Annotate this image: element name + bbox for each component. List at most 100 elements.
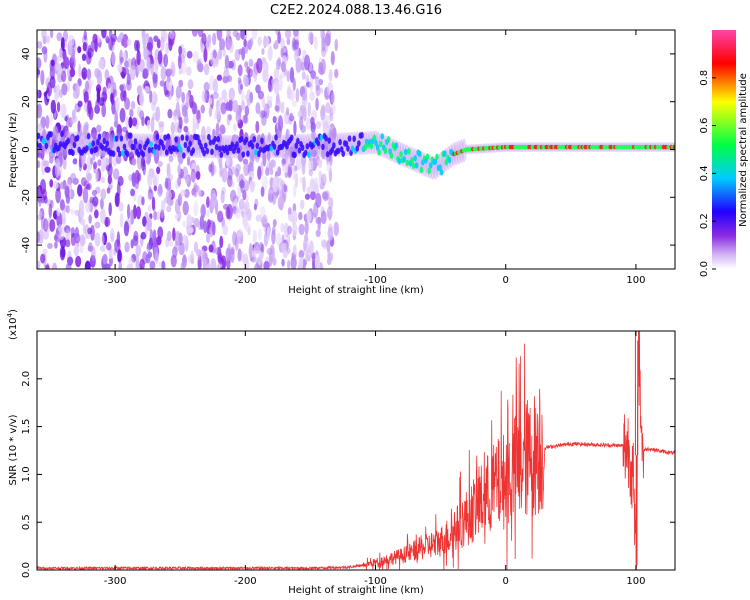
heatmap-noise-cell [153, 210, 157, 221]
heatmap-noise-cell [74, 226, 79, 239]
heatmap-noise-cell [117, 63, 123, 73]
heatmap-noise-cell [270, 167, 274, 176]
heatmap-noise-cell [87, 47, 94, 58]
heatmap-noise-cell [193, 200, 199, 217]
heatmap-noise-cell [287, 163, 293, 177]
heatmap-band-cell [132, 143, 136, 151]
heatmap-noise-cell [249, 151, 255, 168]
heatmap-band-cell [252, 136, 256, 143]
heatmap-noise-cell [130, 188, 135, 197]
heatmap-band-cell [182, 152, 186, 159]
heatmap-noise-cell [300, 61, 305, 71]
heatmap-noise-cell [166, 74, 171, 83]
heatmap-noise-cell [287, 225, 292, 235]
heatmap-noise-cell [277, 31, 281, 44]
heatmap-noise-cell [241, 99, 246, 111]
heatmap-noise-cell [44, 166, 51, 173]
heatmap-noise-cell [260, 186, 265, 197]
heatmap-band-cell [161, 144, 166, 151]
heatmap-band-cell [136, 151, 141, 158]
heatmap-noise-cell [314, 254, 321, 269]
heatmap-noise-cell [101, 149, 106, 157]
heatmap-band-cell [71, 149, 75, 157]
heatmap-noise-cell [37, 260, 41, 269]
colorbar-tick-label: 0.6 [699, 118, 710, 134]
heatmap-band-cell [383, 147, 388, 155]
heatmap-noise-cell [153, 35, 159, 43]
heatmap-noise-cell [130, 238, 134, 249]
heatmap-noise-cell [227, 60, 234, 69]
snr-xlabel: Height of straight line (km) [288, 585, 424, 596]
heatmap-noise-cell [121, 71, 126, 80]
heatmap-band-cell [205, 147, 210, 155]
heatmap-noise-cell [102, 130, 108, 141]
heatmap-noise-cell [281, 158, 287, 165]
heatmap-noise-cell [192, 102, 198, 115]
heatmap-noise-cell [214, 247, 221, 256]
heatmap-noise-cell [200, 203, 207, 219]
heatmap-noise-cell [232, 99, 239, 113]
heatmap-noise-cell [280, 222, 285, 233]
heatmap-noise-cell [281, 242, 288, 254]
heatmap-noise-cell [72, 158, 78, 165]
snr-panel: -300 -200 -100 0 100 0.0 0.5 1.0 1.5 2.0 Height o… [6, 309, 676, 596]
heatmap-noise-cell [54, 241, 58, 249]
heatmap-noise-cell [275, 232, 282, 247]
heatmap-noise-cell [52, 125, 59, 141]
heatmap-noise-cell [315, 229, 321, 238]
heatmap-band-cell [357, 140, 361, 147]
heatmap-band-cell [377, 149, 381, 156]
spectrogram-ylabel: Frequency (Hz) [8, 112, 19, 188]
heatmap-noise-cell [219, 235, 224, 249]
heatmap-band-cell [111, 150, 116, 157]
y-tick-label: 1.5 [21, 419, 32, 435]
heatmap-noise-cell [130, 101, 136, 110]
heatmap-noise-cell [277, 196, 285, 210]
heatmap-band-cell [272, 143, 277, 150]
heatmap-noise-cell [243, 161, 250, 177]
heatmap-band-cell [72, 141, 77, 149]
heatmap-noise-cell [210, 258, 217, 269]
heatmap-noise-cell [49, 30, 54, 39]
heatmap-noise-cell [315, 97, 319, 111]
heatmap-noise-cell [55, 59, 60, 71]
heatmap-noise-cell [60, 247, 66, 258]
heatmap-band-cell [397, 158, 402, 165]
heatmap-noise-cell [286, 233, 291, 248]
heatmap-band-halo [128, 133, 134, 158]
heatmap-noise-cell [182, 200, 189, 216]
heatmap-noise-cell [201, 126, 206, 141]
heatmap-noise-cell [285, 107, 290, 116]
heatmap-noise-cell [178, 79, 184, 88]
heatmap-noise-cell [77, 120, 81, 133]
heatmap-noise-cell [69, 208, 76, 215]
heatmap-noise-cell [208, 106, 213, 118]
heatmap-noise-cell [124, 60, 129, 69]
heatmap-noise-cell [154, 59, 159, 75]
heatmap-noise-cell [123, 67, 130, 75]
heatmap-band-cell [235, 141, 239, 148]
heatmap-noise-cell [262, 69, 269, 83]
heatmap-band-cell [60, 130, 64, 138]
heatmap-noise-cell [203, 81, 210, 92]
heatmap-band-cell [88, 142, 92, 149]
heatmap-noise-cell [267, 132, 271, 142]
heatmap-noise-cell [167, 68, 174, 76]
heatmap-noise-cell [149, 229, 154, 244]
heatmap-noise-cell [283, 184, 288, 193]
heatmap-noise-cell [266, 95, 273, 104]
heatmap-band-cell [316, 140, 321, 147]
heatmap-band-cell [118, 150, 122, 158]
heatmap-band-cell [230, 141, 235, 148]
heatmap-noise-cell [267, 45, 273, 61]
heatmap-noise-cell [255, 120, 260, 134]
heatmap-noise-cell [183, 125, 189, 133]
heatmap-noise-cell [102, 232, 108, 246]
heatmap-noise-cell [37, 122, 43, 132]
heatmap-noise-cell [144, 222, 149, 237]
heatmap-noise-cell [123, 221, 130, 237]
heatmap-band-cell [410, 157, 414, 164]
heatmap-noise-cell [67, 256, 74, 266]
heatmap-noise-cell [308, 31, 314, 44]
